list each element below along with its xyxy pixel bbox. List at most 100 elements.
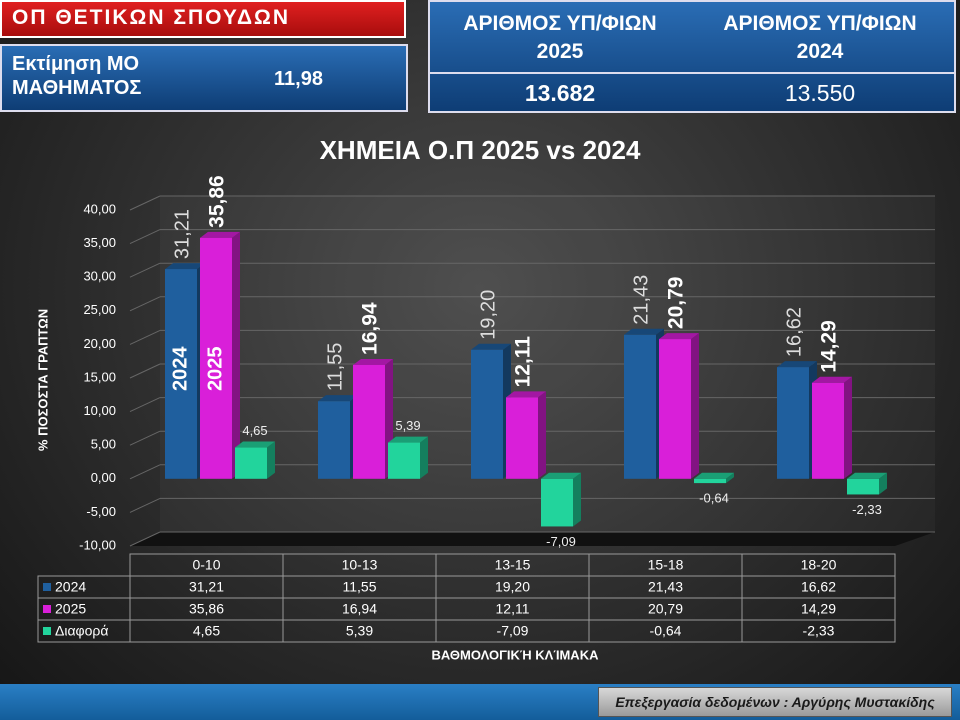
value-label: 35,86: [206, 175, 229, 228]
bar-side: [267, 441, 275, 479]
y-tick-label: 15,00: [83, 369, 116, 384]
bar-top: [812, 376, 852, 383]
y-tick-label: 20,00: [83, 336, 116, 351]
bar-top: [165, 263, 205, 270]
bar: [165, 269, 197, 479]
table-cell: 14,29: [801, 601, 836, 617]
bar: [506, 397, 538, 479]
x-tick-label: 18-20: [801, 557, 837, 573]
legend-swatch: [43, 583, 51, 591]
bar: [353, 364, 385, 479]
value-label: 14,29: [818, 320, 841, 373]
bar-top: [200, 231, 240, 238]
bar: [694, 478, 726, 484]
bar-top: [847, 472, 887, 479]
series-in-bar-label: 2024: [169, 346, 191, 391]
table-cell: 31,21: [189, 579, 224, 595]
bar: [388, 442, 420, 479]
table-cell: -2,33: [803, 623, 835, 639]
grid-line: [129, 195, 161, 211]
legend-label: 2024: [55, 579, 86, 595]
bar-top: [353, 358, 393, 365]
bar: [624, 334, 656, 479]
y-tick-label: 35,00: [83, 235, 116, 250]
y-tick-label: 0,00: [91, 470, 116, 485]
bar-side: [879, 472, 887, 495]
chart: ΧΗΜΕΙΑ Ο.Π 2025 vs 2024 % ΠΟΣΟΣΤΑ ΓΡΑΠΤΩ…: [35, 135, 935, 662]
counts-box: ΑΡΙΘΜΟΣ ΥΠ/ΦΙΩΝ 2025 ΑΡΙΘΜΟΣ ΥΠ/ΦΙΩΝ 202…: [428, 0, 956, 113]
grid-line: [129, 464, 161, 480]
bar-side: [232, 231, 240, 479]
mean-value: 11,98: [274, 68, 323, 90]
bar-top: [235, 441, 275, 448]
value-label: 16,62: [783, 307, 805, 357]
table-cell: 5,39: [346, 623, 373, 639]
value-label: 4,65: [242, 423, 267, 438]
bar-side: [726, 472, 734, 484]
legend-label: 2025: [55, 601, 86, 617]
bar-top: [388, 436, 428, 443]
bar-top: [659, 333, 699, 340]
table-cell: 20,79: [648, 601, 683, 617]
table-cell: 4,65: [193, 623, 220, 639]
bar-top: [541, 472, 581, 479]
y-tick-label: 30,00: [83, 269, 116, 284]
value-label: 5,39: [395, 418, 420, 433]
bar-side: [420, 436, 428, 479]
table-cell: 19,20: [495, 579, 530, 595]
y-tick-label: -10,00: [79, 537, 116, 552]
bar-top: [318, 395, 358, 402]
grid-line: [129, 430, 161, 446]
y-tick-label: -5,00: [86, 504, 116, 519]
count-value: 13.550: [784, 80, 856, 106]
chart-title: ΧΗΜΕΙΑ Ο.Π 2025 vs 2024: [320, 135, 641, 165]
count-header: ΑΡΙΘΜΟΣ ΥΠ/ΦΙΩΝ 2025: [463, 12, 657, 63]
bar: [777, 367, 809, 479]
bar: [541, 478, 573, 527]
value-label: -7,09: [546, 534, 576, 549]
bar: [812, 382, 844, 479]
bar: [471, 349, 503, 479]
value-label: 31,21: [171, 209, 193, 259]
y-tick-label: 25,00: [83, 302, 116, 317]
bar: [235, 447, 267, 479]
value-label: -0,64: [699, 491, 729, 506]
table-cell: 16,62: [801, 579, 836, 595]
count-value: 13.682: [524, 80, 596, 106]
table-cell: 21,43: [648, 579, 683, 595]
x-axis-label: ΒΑΘΜΟΛΟΓΙΚΉ ΚΛΊΜΑΚΑ: [432, 647, 600, 662]
y-axis-label: % ΠΟΣΟΣΤΑ ΓΡΑΠΤΩΝ: [35, 309, 50, 451]
bar: [847, 478, 879, 495]
bar-top: [624, 328, 664, 335]
value-label: 11,55: [324, 343, 346, 392]
value-label: 16,94: [359, 302, 382, 355]
value-label: -2,33: [852, 502, 882, 517]
footer: Επεξεργασία δεδομένων : Αργύρης Μυστακίδ…: [0, 684, 960, 720]
mean-label: Εκτίμηση ΜΟ ΜΑΘΗΜΑΤΟΣ: [12, 53, 142, 99]
x-tick-label: 0-10: [192, 557, 220, 573]
bar-top: [777, 361, 817, 368]
grid-line: [129, 531, 161, 547]
grid-line: [129, 329, 161, 345]
y-tick-label: 5,00: [91, 437, 116, 452]
table-cell: 12,11: [496, 601, 530, 617]
value-label: 19,20: [477, 290, 499, 340]
table-frame: [37, 575, 896, 643]
x-tick-label: 10-13: [342, 557, 378, 573]
value-label: 20,79: [665, 277, 688, 330]
grid-line: [129, 363, 161, 379]
legend-swatch: [43, 627, 51, 635]
x-tick-label: 13-15: [495, 557, 531, 573]
table-cell: -0,64: [650, 623, 682, 639]
bar-top: [694, 472, 734, 479]
bar-side: [573, 472, 581, 527]
floor: [130, 532, 935, 546]
bar-side: [844, 376, 852, 479]
count-header: ΑΡΙΘΜΟΣ ΥΠ/ΦΙΩΝ 2024: [723, 12, 917, 63]
credit: Επεξεργασία δεδομένων : Αργύρης Μυστακίδ…: [598, 687, 952, 717]
bar-side: [691, 333, 699, 479]
grid-line: [129, 296, 161, 312]
bar: [659, 339, 691, 479]
bar-top: [471, 343, 511, 350]
